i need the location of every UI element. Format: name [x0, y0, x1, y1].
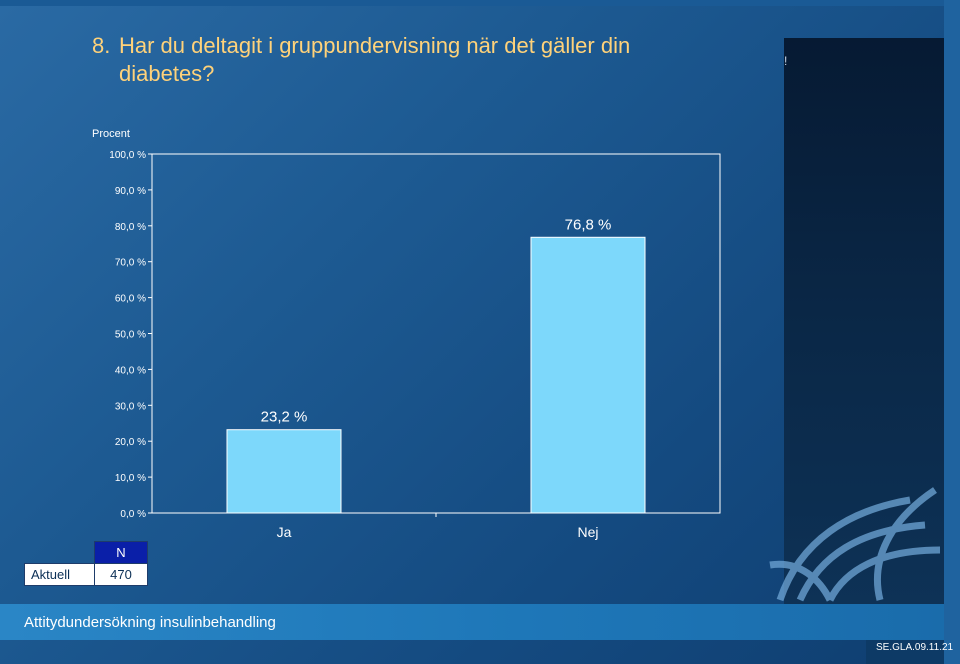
code-bar — [866, 640, 944, 664]
title-line-1: Har du deltagit i gruppundervisning när … — [119, 33, 631, 58]
y-tick-label: 40,0 % — [115, 365, 146, 376]
top-strip — [0, 0, 960, 6]
y-tick-label: 90,0 % — [115, 186, 146, 197]
n-table-row: Aktuell 470 — [24, 563, 148, 586]
n-table-header: N — [94, 541, 148, 564]
n-table-row-label: Aktuell — [24, 563, 95, 586]
footer-bar: Attitydundersökning insulinbehandling — [0, 604, 944, 640]
y-tick-label: 0,0 % — [120, 509, 146, 520]
y-tick-label: 60,0 % — [115, 294, 146, 305]
bar-ja — [226, 429, 342, 514]
y-tick-label: 10,0 % — [115, 473, 146, 484]
decorative-logo-icon — [769, 487, 941, 602]
bar-nej — [530, 236, 646, 514]
n-table-corner — [25, 542, 95, 564]
n-table-header-row: N — [25, 541, 148, 564]
right-edge-band — [944, 0, 960, 664]
n-table: N Aktuell 470 — [24, 541, 148, 586]
y-tick-label: 30,0 % — [115, 401, 146, 412]
y-tick-label: 100,0 % — [109, 150, 146, 161]
side-panel-mark: ! — [784, 54, 788, 68]
category-label-nej: Nej — [577, 524, 598, 540]
n-table-value: 470 — [94, 563, 148, 586]
data-label-nej: 76,8 % — [565, 216, 612, 233]
y-tick-label: 20,0 % — [115, 437, 146, 448]
footer-text: Attitydundersökning insulinbehandling — [24, 614, 276, 631]
title-number: 8. — [92, 33, 111, 58]
title-line-2: diabetes? — [119, 61, 215, 86]
data-label-ja: 23,2 % — [261, 409, 308, 426]
y-tick-label: 50,0 % — [115, 330, 146, 341]
slide-code: SE.GLA.09.11.21 — [876, 642, 954, 653]
slide-title: 8. Har du deltagit i gruppundervisning nä… — [92, 32, 732, 88]
y-axis-title: Procent — [92, 128, 130, 140]
category-label-ja: Ja — [277, 524, 292, 540]
y-tick-label: 70,0 % — [115, 258, 146, 269]
y-tick-label: 80,0 % — [115, 222, 146, 233]
